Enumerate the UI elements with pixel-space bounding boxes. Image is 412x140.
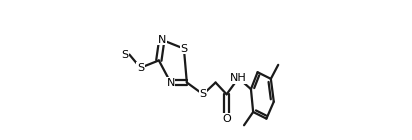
- Text: O: O: [222, 114, 231, 124]
- Text: S: S: [122, 50, 129, 60]
- Text: S: S: [137, 63, 144, 73]
- Text: S: S: [199, 89, 206, 99]
- Text: NH: NH: [230, 73, 247, 83]
- Text: N: N: [166, 78, 175, 88]
- Text: N: N: [158, 35, 166, 45]
- Text: S: S: [180, 44, 187, 54]
